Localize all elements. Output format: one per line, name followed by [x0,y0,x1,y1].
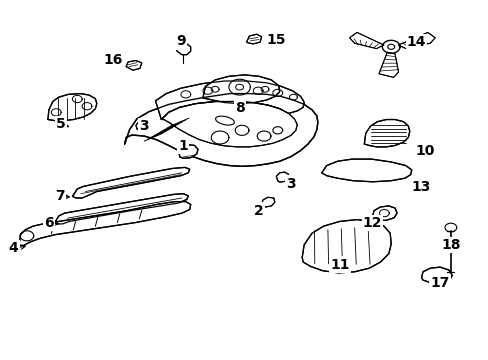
Text: 12: 12 [362,216,382,230]
Text: 3: 3 [139,119,149,133]
Polygon shape [19,202,190,246]
Text: 10: 10 [415,144,434,158]
Text: 5: 5 [56,117,66,131]
Polygon shape [398,32,434,49]
Text: 11: 11 [329,258,349,271]
Text: 17: 17 [429,276,449,289]
Polygon shape [48,94,97,121]
Text: 2: 2 [254,204,264,217]
Text: 14: 14 [406,36,426,49]
Polygon shape [203,75,279,104]
Polygon shape [321,159,411,182]
Text: 4: 4 [9,242,19,255]
Text: 9: 9 [176,35,185,48]
Polygon shape [261,197,274,207]
Ellipse shape [215,116,234,125]
Polygon shape [176,43,190,55]
Text: 18: 18 [440,238,460,252]
Polygon shape [372,206,396,220]
Text: 6: 6 [44,216,54,230]
Polygon shape [421,267,451,284]
Text: 3: 3 [285,177,295,190]
Polygon shape [126,60,142,70]
Text: 7: 7 [55,189,64,203]
Polygon shape [378,52,398,77]
Text: 16: 16 [103,54,123,67]
Polygon shape [302,220,390,273]
Polygon shape [349,32,383,49]
Polygon shape [161,102,297,147]
Text: 13: 13 [411,180,430,194]
Polygon shape [276,172,288,182]
Polygon shape [246,34,261,44]
Polygon shape [155,81,304,120]
Text: 1: 1 [178,139,188,153]
Polygon shape [136,121,147,130]
Polygon shape [55,194,188,224]
Text: 8: 8 [234,101,244,115]
Text: 15: 15 [266,33,285,46]
Polygon shape [72,167,189,198]
Polygon shape [124,94,317,166]
Polygon shape [178,145,198,158]
Polygon shape [364,120,409,147]
